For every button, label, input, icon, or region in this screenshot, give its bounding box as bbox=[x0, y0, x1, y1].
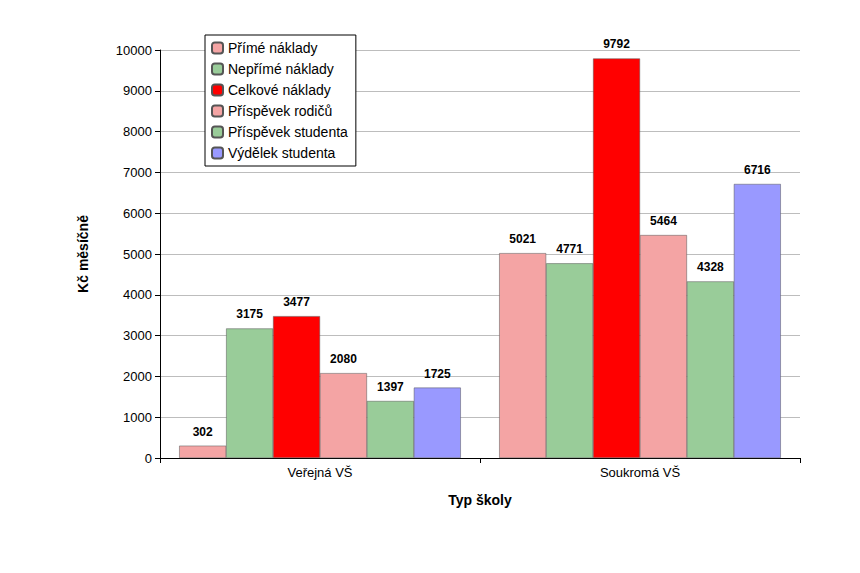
svg-text:Kč měsíčně: Kč měsíčně bbox=[75, 215, 91, 293]
svg-text:Výdělek studenta: Výdělek studenta bbox=[228, 145, 336, 161]
svg-text:Typ školy: Typ školy bbox=[448, 492, 512, 508]
svg-text:5464: 5464 bbox=[650, 214, 677, 228]
svg-text:302: 302 bbox=[193, 425, 213, 439]
svg-text:2080: 2080 bbox=[330, 352, 357, 366]
svg-text:3175: 3175 bbox=[236, 307, 263, 321]
svg-text:3000: 3000 bbox=[123, 328, 152, 343]
svg-text:1725: 1725 bbox=[424, 367, 451, 381]
svg-text:4328: 4328 bbox=[697, 260, 724, 274]
svg-text:0: 0 bbox=[145, 451, 152, 466]
svg-text:9792: 9792 bbox=[603, 37, 630, 51]
svg-text:7000: 7000 bbox=[123, 165, 152, 180]
svg-text:9000: 9000 bbox=[123, 83, 152, 98]
svg-text:6000: 6000 bbox=[123, 206, 152, 221]
svg-text:6716: 6716 bbox=[744, 163, 771, 177]
svg-text:Nepřímé náklady: Nepřímé náklady bbox=[228, 61, 334, 77]
svg-text:Příspěvek rodičů: Příspěvek rodičů bbox=[228, 103, 332, 119]
svg-text:Celkové náklady: Celkové náklady bbox=[228, 82, 331, 98]
svg-text:1000: 1000 bbox=[123, 410, 152, 425]
svg-text:3477: 3477 bbox=[283, 295, 310, 309]
svg-text:Přímé náklady: Přímé náklady bbox=[228, 40, 317, 56]
svg-text:Soukromá VŠ: Soukromá VŠ bbox=[600, 465, 681, 480]
svg-text:Veřejná VŠ: Veřejná VŠ bbox=[287, 465, 352, 480]
svg-text:Příspěvek studenta: Příspěvek studenta bbox=[228, 124, 348, 140]
svg-text:4000: 4000 bbox=[123, 287, 152, 302]
svg-text:8000: 8000 bbox=[123, 124, 152, 139]
svg-text:4771: 4771 bbox=[556, 242, 583, 256]
svg-text:5021: 5021 bbox=[509, 232, 536, 246]
svg-text:1397: 1397 bbox=[377, 380, 404, 394]
svg-text:10000: 10000 bbox=[116, 43, 152, 58]
svg-text:2000: 2000 bbox=[123, 369, 152, 384]
svg-text:5000: 5000 bbox=[123, 247, 152, 262]
